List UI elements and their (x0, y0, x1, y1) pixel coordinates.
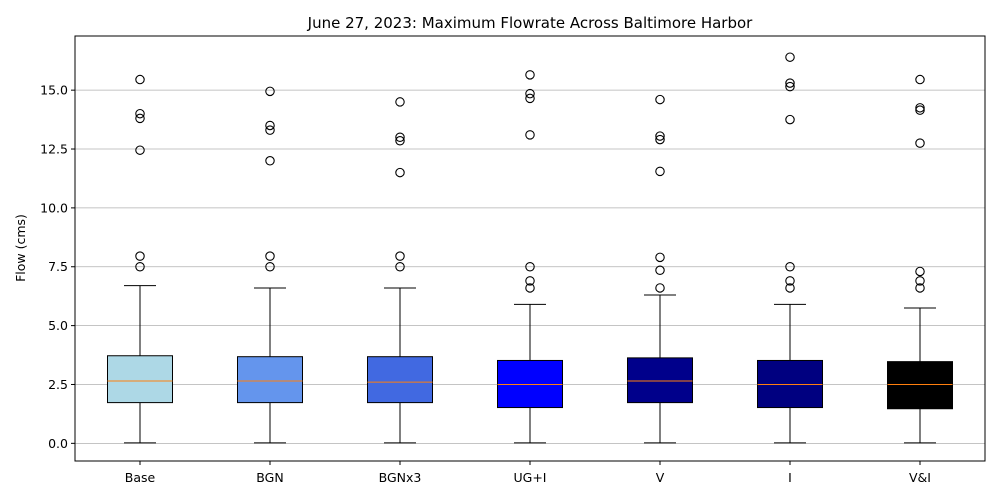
box-v-i (887, 307, 953, 444)
y-tick-label: 5.0 (48, 318, 68, 333)
iqr-box (107, 355, 173, 404)
y-tick-label: 12.5 (40, 142, 68, 157)
outlier-point (915, 105, 925, 115)
outliers (135, 52, 925, 293)
outlier-point (135, 108, 145, 119)
outlier-point (915, 138, 925, 148)
outlier-point (395, 97, 405, 107)
outlier-point (135, 145, 145, 155)
y-axis-ticks: 0.0 2.5 5.0 7.5 10.0 12.5 15.0 (40, 83, 75, 451)
outlier-point (655, 265, 665, 276)
outlier-point (525, 276, 535, 286)
box-base (107, 285, 173, 444)
outlier-point (785, 261, 795, 272)
outlier-point (525, 93, 535, 104)
outlier-point (135, 74, 145, 85)
outlier-point (785, 283, 795, 293)
outlier-point (655, 134, 665, 145)
outlier-point (785, 81, 795, 92)
x-tick-label: I (788, 470, 792, 485)
y-tick-label: 0.0 (48, 436, 68, 451)
y-tick-label: 7.5 (48, 259, 68, 274)
outlier-point (135, 251, 145, 261)
outlier-point (655, 283, 665, 293)
outlier-point (525, 130, 535, 140)
outlier-point (915, 266, 925, 277)
outlier-point (135, 261, 145, 272)
outlier-point (265, 261, 275, 272)
box-i (757, 303, 823, 444)
x-tick-label: Base (125, 470, 156, 485)
chart-title: June 27, 2023: Maximum Flowrate Across B… (307, 14, 754, 32)
x-tick-label: V&I (909, 470, 931, 485)
outlier-point (655, 166, 665, 177)
y-tick-label: 2.5 (48, 377, 68, 392)
x-tick-label: UG+I (514, 470, 547, 485)
outlier-point (395, 136, 405, 146)
outlier-point (265, 251, 275, 261)
outlier-point (525, 283, 535, 293)
iqr-box (887, 361, 953, 410)
x-tick-label: BGN (256, 470, 283, 485)
outlier-point (655, 94, 665, 105)
boxes (107, 285, 953, 444)
box-ug-i (497, 303, 563, 444)
outlier-point (395, 132, 405, 142)
outlier-point (655, 252, 665, 263)
outlier-point (395, 261, 405, 272)
x-axis-ticks: Base BGN BGNx3 UG+I V I V&I (125, 461, 931, 485)
outlier-point (915, 74, 925, 85)
outlier-point (785, 52, 795, 62)
outlier-point (785, 276, 795, 286)
iqr-box (237, 356, 303, 404)
outlier-point (655, 131, 665, 141)
x-tick-label: BGNx3 (379, 470, 422, 485)
y-tick-label: 15.0 (40, 83, 68, 98)
outlier-point (785, 78, 795, 88)
x-tick-label: V (656, 470, 665, 485)
outlier-point (135, 113, 145, 124)
outlier-point (915, 283, 925, 293)
outlier-point (785, 114, 795, 125)
box-v (627, 294, 693, 444)
y-axis-label: Flow (cms) (13, 214, 28, 282)
outlier-point (525, 70, 535, 80)
outlier-point (915, 276, 925, 286)
iqr-box (367, 356, 433, 404)
outlier-point (915, 103, 925, 113)
box-bgn (237, 287, 303, 444)
iqr-box (627, 357, 693, 404)
outlier-point (265, 120, 275, 131)
y-tick-label: 10.0 (40, 200, 68, 215)
box-bgnx3 (367, 287, 433, 444)
outlier-point (265, 86, 275, 97)
outlier-point (395, 167, 405, 178)
outlier-point (265, 125, 275, 135)
outlier-point (525, 88, 535, 99)
outlier-point (265, 156, 275, 166)
outlier-point (525, 261, 535, 272)
outlier-point (395, 251, 405, 261)
